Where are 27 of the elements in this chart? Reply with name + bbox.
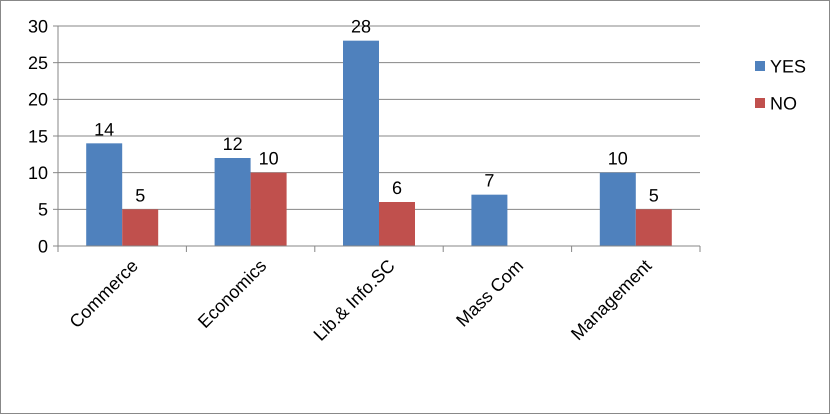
- bar: [600, 172, 636, 246]
- bar: [379, 202, 415, 246]
- bar: [636, 209, 672, 246]
- data-label: 7: [484, 170, 494, 191]
- data-label: 14: [94, 119, 114, 140]
- y-tick-label: 15: [28, 126, 48, 146]
- data-label: 28: [350, 16, 372, 37]
- data-label: 5: [648, 185, 659, 206]
- data-label: 10: [258, 148, 279, 169]
- data-label: 10: [608, 148, 628, 169]
- y-tick-label: 0: [38, 236, 48, 256]
- y-tick-label: 20: [28, 90, 48, 110]
- bar: [214, 158, 251, 246]
- bar: [471, 194, 508, 246]
- y-tick-label: 30: [28, 16, 48, 36]
- legend-label: YES: [770, 56, 806, 76]
- y-tick-label: 5: [38, 200, 48, 220]
- data-label: 12: [222, 134, 243, 154]
- y-tick-label: 10: [28, 162, 48, 183]
- bar: [122, 209, 158, 246]
- y-tick-label: 25: [28, 52, 48, 73]
- data-label: 6: [392, 178, 402, 198]
- legend-label: NO: [770, 93, 797, 114]
- data-label: 5: [135, 185, 146, 206]
- bar: [250, 172, 287, 246]
- bar: [86, 143, 122, 246]
- bar: [343, 40, 379, 246]
